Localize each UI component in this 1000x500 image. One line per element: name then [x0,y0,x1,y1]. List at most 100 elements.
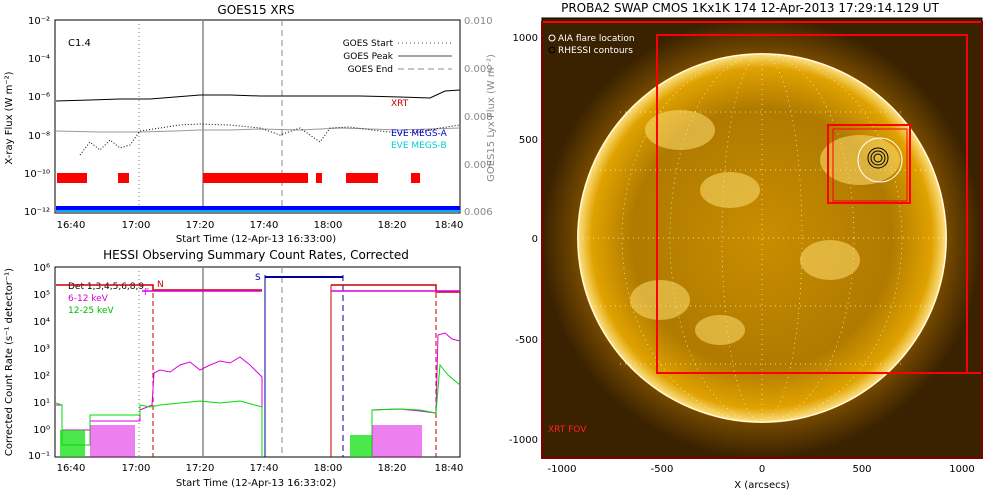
goes-y2tick: 0.010 [464,16,493,27]
hessi-ytick: 10⁵ [33,290,50,301]
hessi-chart: HESSI Observing Summary Count Rates, Cor… [4,248,464,489]
swap-xtick: -1000 [547,464,576,475]
goes-y2tick: 0.007 [464,160,493,171]
goes-ylabel: X-ray Flux (W m⁻²) [4,71,15,164]
goes-plot-frame [54,19,461,214]
sun-disk [577,53,947,423]
hessi-legend-det: Det 1,3,4,5,6,8,9 [68,282,144,292]
goes-red-bar [203,173,308,183]
goes-megs-b-label: EVE MEGS-B [391,141,447,151]
hessi-xtick: 17:20 [186,463,215,474]
goes-y2tick: 0.006 [464,207,493,218]
swap-legend-aia: AIA flare location [558,34,635,44]
hessi-ytick: 10⁴ [33,317,50,328]
goes-ytick: 10⁻² [28,16,50,27]
swap-xtick: 0 [759,464,765,475]
goes-y2label: GOES15 Lyx Flux (W m⁻²) [486,54,497,182]
goes-lyman-curve [55,127,461,133]
goes-ytick: 10⁻⁸ [28,131,50,142]
goes-xrt-label: XRT [391,99,409,109]
heliographic-grid [578,53,946,423]
goes-red-bar [57,173,87,183]
goes-red-bar [118,173,129,183]
swap-ytick: 500 [519,135,538,146]
hessi-title: HESSI Observing Summary Count Rates, Cor… [103,248,409,262]
swap-ytick: -500 [515,335,538,346]
swap-legend-rhessi: RHESSI contours [558,46,633,56]
hessi-det-curve [56,284,460,293]
hessi-xtick: 17:00 [122,463,151,474]
swap-ytick: -1000 [509,435,538,446]
swap-x-ticks: -1000 -500 0 500 1000 [547,464,974,475]
hessi-bottom-bars [60,425,422,457]
hessi-green-block [60,430,85,457]
rhessi-contours [867,147,889,169]
hessi-x-ticks: 16:40 17:00 17:20 17:40 18:00 18:20 18:4… [57,463,464,474]
swap-xtick: 1000 [949,464,974,475]
hessi-y-ticks: 10⁶ 10⁵ 10⁴ 10³ 10² 10¹ 10⁰ 10⁻¹ [28,263,50,462]
goes-xtick: 17:00 [122,220,151,231]
swap-ytick: 1000 [513,33,538,44]
swap-title: PROBA2 SWAP CMOS 1Kx1K 174 12-Apr-2013 1… [561,1,939,15]
goes-xtick: 16:40 [57,220,86,231]
hessi-magenta-block [90,425,135,457]
goes-ytick: 10⁻¹² [24,207,50,218]
swap-axes-frame [541,17,983,459]
goes-ytick: 10⁻⁴ [28,54,50,65]
goes-xrt-curve [55,89,461,102]
goes-megs-a-label: EVE MEGS-A [391,129,448,139]
swap-image: PROBA2 SWAP CMOS 1Kx1K 174 12-Apr-2013 1… [509,1,983,491]
goes-red-bar [411,173,420,183]
goes-x-ticks: 16:40 17:00 17:20 17:40 18:00 18:20 18:4… [57,220,464,231]
goes-xtick: 17:20 [186,220,215,231]
goes-xtick: 17:40 [250,220,279,231]
swap-legend: AIA flare location RHESSI contours [548,34,635,56]
swap-xlabel: X (arcsecs) [734,480,790,491]
goes-xtick: 18:00 [314,220,343,231]
hessi-ytick: 10⁰ [33,425,50,436]
goes-legend: GOES Start GOES Peak GOES End [343,39,452,75]
hessi-xtick: 18:20 [378,463,407,474]
hessi-green-block [350,435,372,457]
hessi-mark-f: F [144,288,149,298]
hessi-xlabel: Start Time (12-Apr-13 16:33:02) [176,478,336,489]
hessi-legend-low: 6-12 keV [68,294,109,304]
hessi-ytick: 10¹ [33,398,50,409]
hessi-mark-n: N [157,280,164,290]
flare-box-inner [832,128,908,202]
goes-eve-baseline-cyan [56,210,460,212]
aia-flare-location [857,137,903,183]
hessi-magenta-block [372,425,422,457]
hessi-xtick: 18:40 [435,463,464,474]
hessi-plot-frame [54,266,461,458]
goes-y2tick: 0.009 [464,64,493,75]
hessi-xtick: 18:00 [314,463,343,474]
rhessi-legend-icon [548,46,556,54]
active-regions [630,110,900,345]
goes-red-bar [346,173,378,183]
swap-xtick: -500 [651,464,674,475]
hessi-xtick: 17:40 [250,463,279,474]
goes-legend-start: GOES Start [343,39,394,49]
goes-xlabel: Start Time (12-Apr-13 16:33:00) [176,234,336,245]
goes-red-bars [57,173,420,183]
hessi-ytick: 10² [33,371,50,382]
goes-ytick: 10⁻⁶ [28,92,50,103]
goes-flare-class: C1.4 [68,38,91,49]
flare-box [827,124,911,204]
hessi-ylabel: Corrected Count Rate (s⁻¹ detector⁻¹) [4,268,15,456]
hessi-xtick: 16:40 [57,463,86,474]
hessi-ytick: 10³ [33,344,50,355]
goes-legend-end: GOES End [348,65,393,75]
hessi-mark-s: S [255,273,261,283]
swap-ytick: 0 [532,234,538,245]
hessi-legend-high: 12-25 keV [68,306,114,316]
goes-y2-ticks: 0.010 0.009 0.008 0.007 0.006 [464,16,493,218]
swap-y-ticks: 1000 500 0 -500 -1000 [509,33,538,446]
goes-y2tick: 0.008 [464,112,493,123]
swap-xtick: 500 [852,464,871,475]
goes-y-ticks: 10⁻² 10⁻⁴ 10⁻⁶ 10⁻⁸ 10⁻¹⁰ 10⁻¹² [24,16,50,218]
hessi-ytick: 10⁶ [33,263,50,274]
goes-eve-baseline [56,206,460,210]
hessi-ytick: 10⁻¹ [28,451,50,462]
